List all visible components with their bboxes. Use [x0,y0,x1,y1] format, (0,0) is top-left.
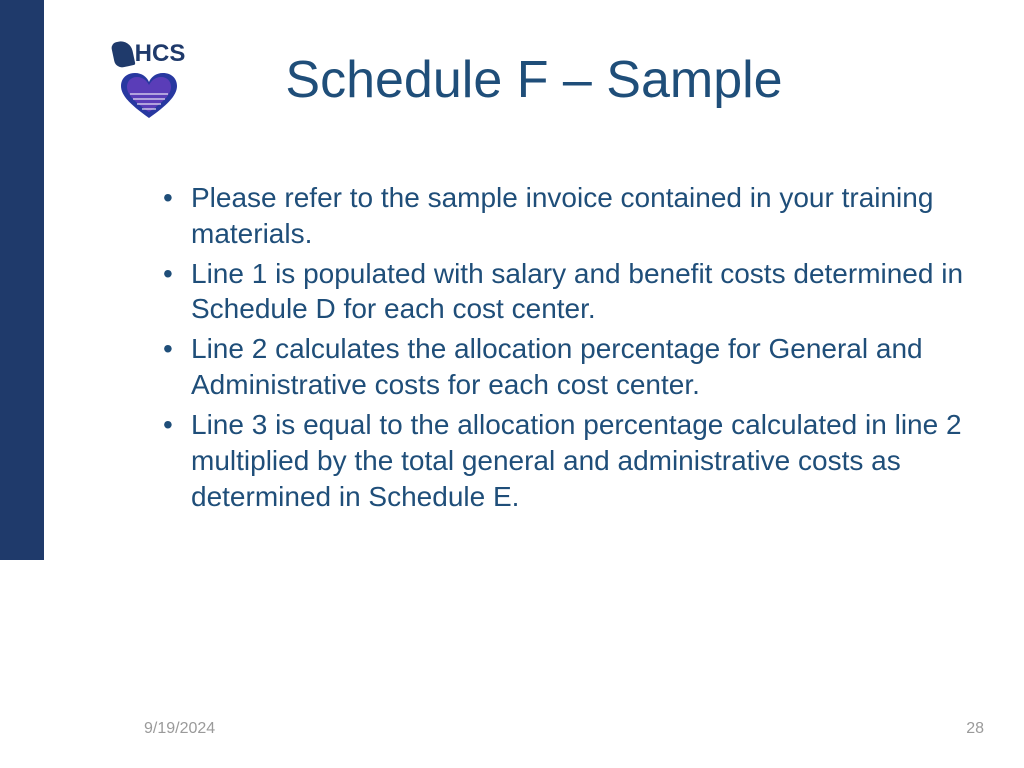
list-item: Line 1 is populated with salary and bene… [159,256,964,328]
footer-date: 9/19/2024 [144,720,215,738]
bullet-list: Please refer to the sample invoice conta… [159,180,964,514]
list-item: Line 2 calculates the allocation percent… [159,331,964,403]
list-item: Please refer to the sample invoice conta… [159,180,964,252]
slide-main-area: HCS Schedule F – Sample Please refer to … [44,0,1024,768]
slide-body: Please refer to the sample invoice conta… [159,180,964,518]
slide-sidebar-accent [0,0,44,560]
slide-title: Schedule F – Sample [44,50,1024,110]
footer-page-number: 28 [966,720,984,738]
list-item: Line 3 is equal to the allocation percen… [159,407,964,514]
